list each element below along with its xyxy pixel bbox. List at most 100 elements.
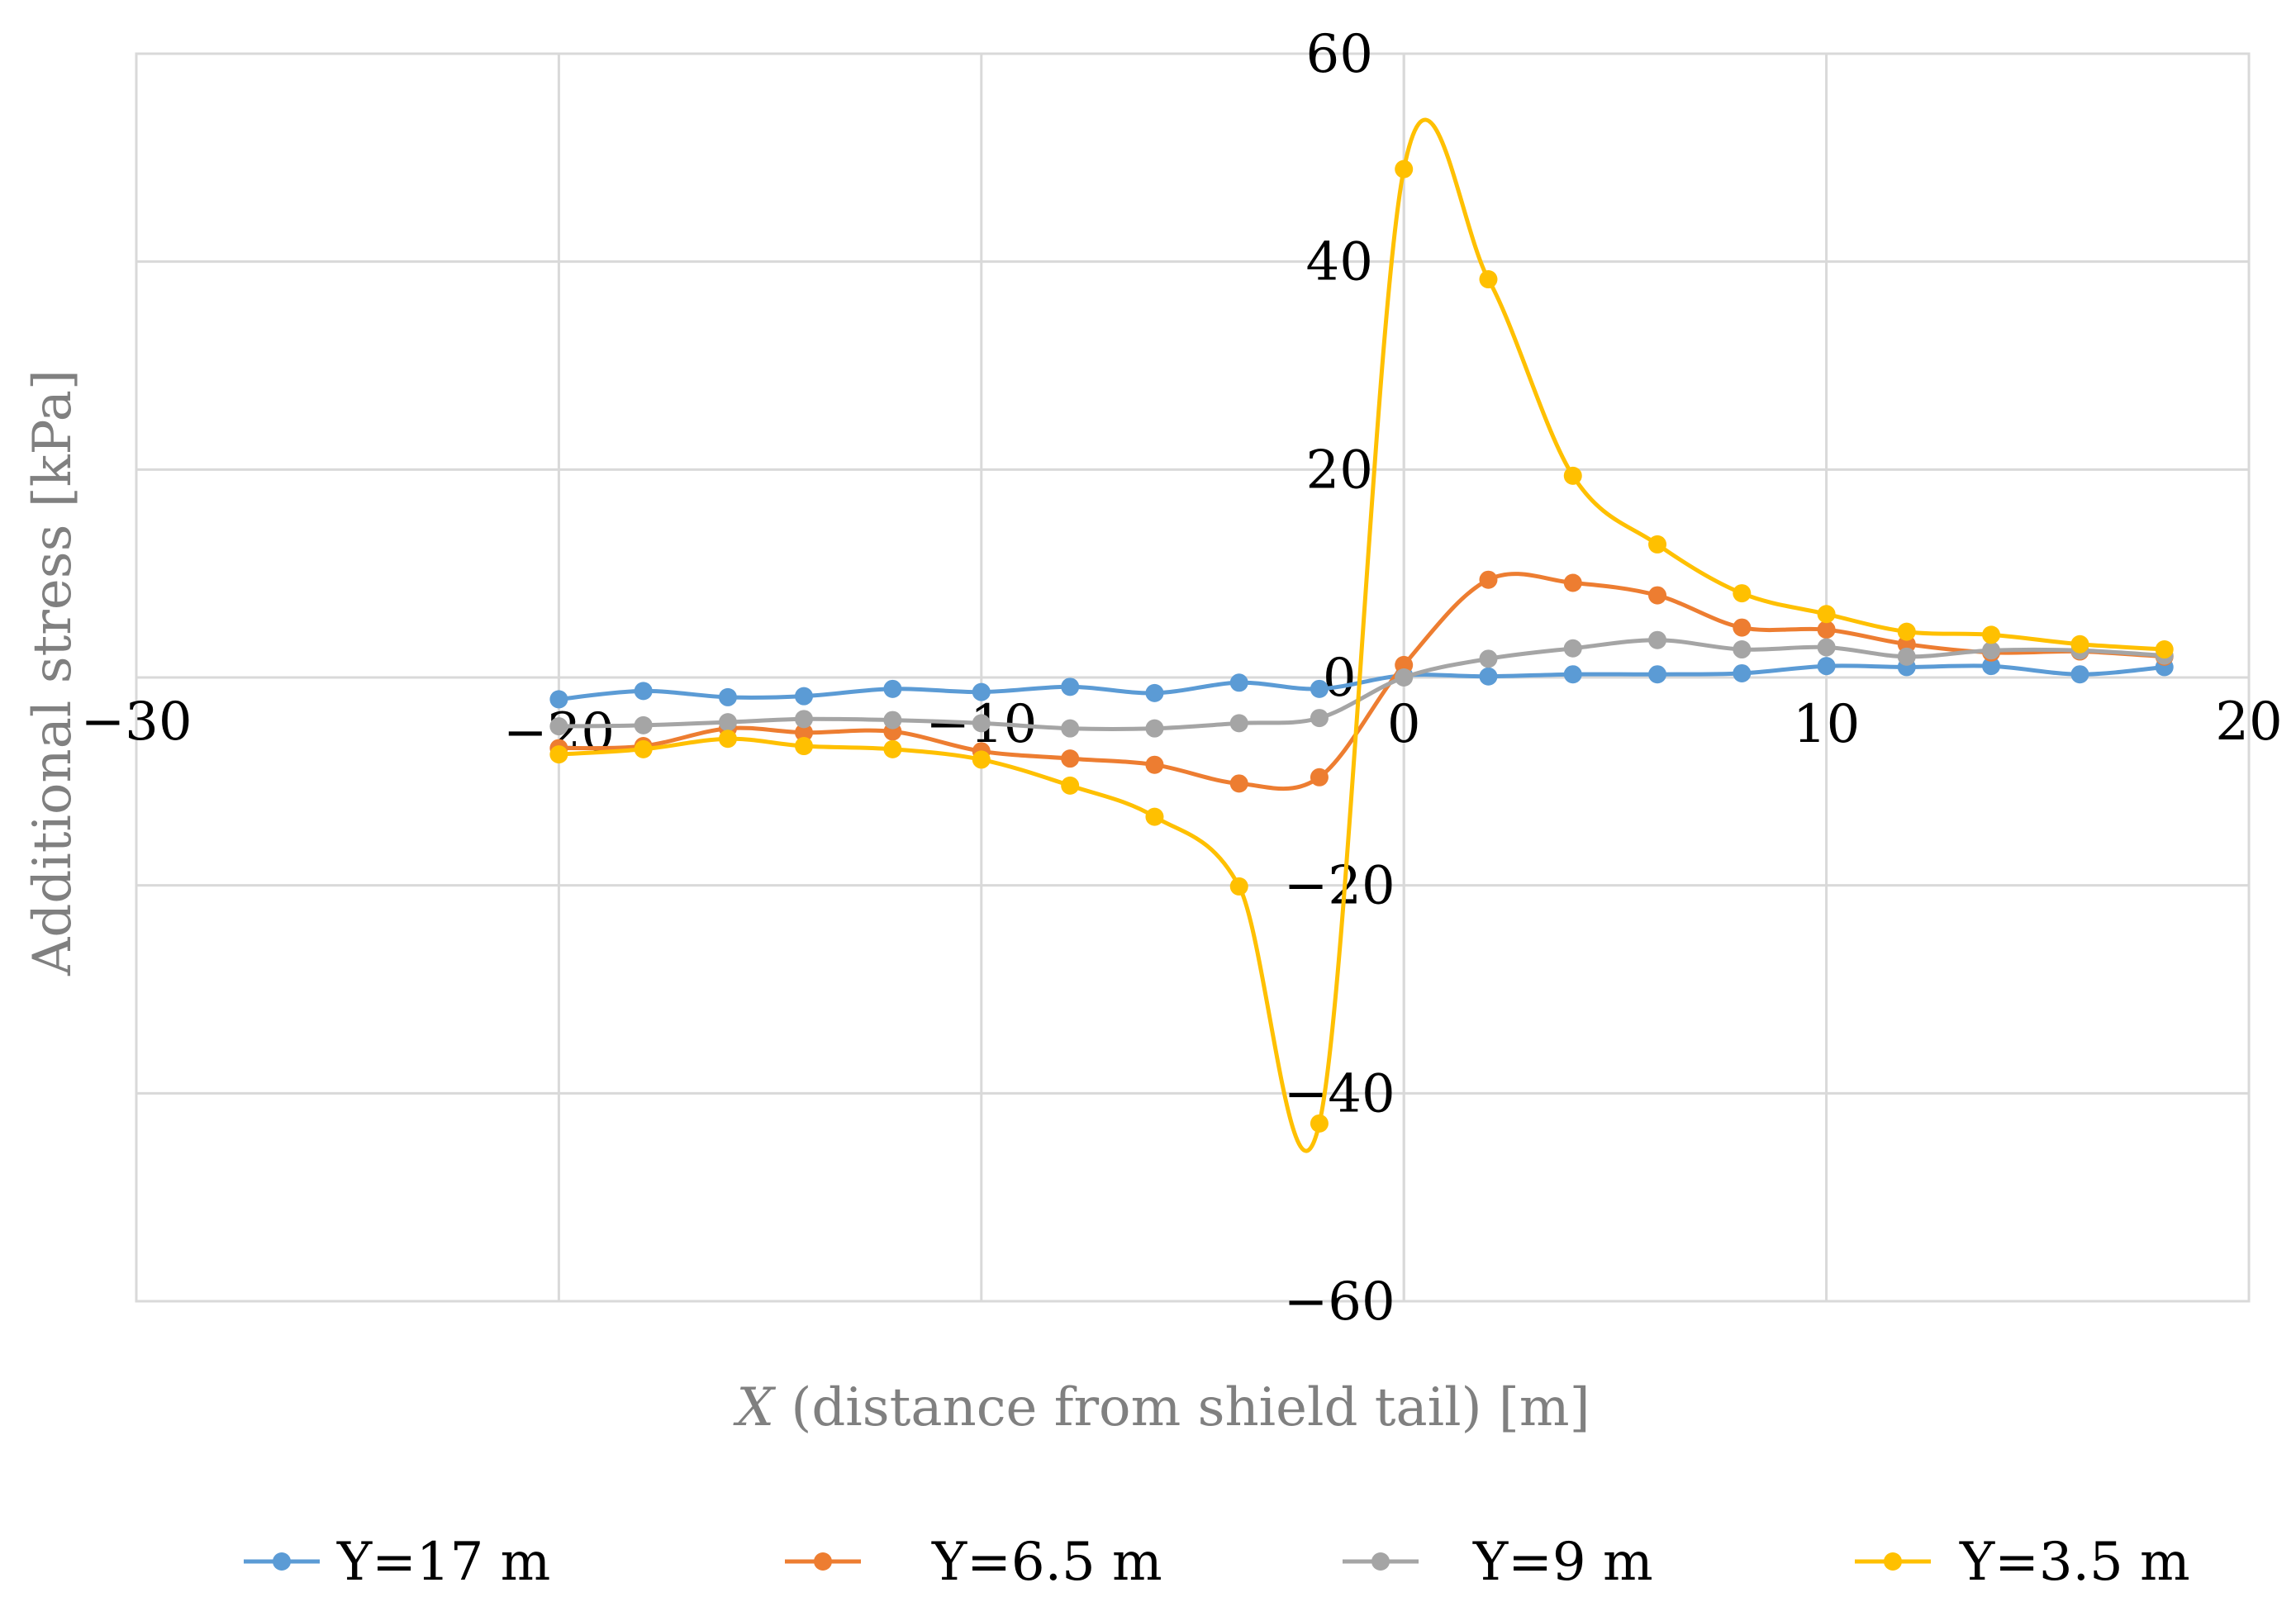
series-4 xyxy=(549,117,2174,1153)
data-point xyxy=(549,690,568,709)
y-axis-title: Additional stress [kPa] xyxy=(22,369,83,977)
data-point xyxy=(1648,630,1667,649)
data-point xyxy=(2155,640,2174,659)
data-point xyxy=(1982,625,2001,644)
x-tick-label: 20 xyxy=(2215,692,2282,753)
data-point xyxy=(1733,663,1752,682)
data-point xyxy=(1145,683,1164,702)
data-point xyxy=(2070,665,2089,684)
data-point xyxy=(1310,1114,1329,1133)
data-point xyxy=(1229,774,1248,793)
data-point xyxy=(1310,709,1329,728)
x-axis-title-rest: (distance from shield tail) [m] xyxy=(774,1377,1590,1438)
legend-label: Y=6.5 m xyxy=(931,1532,1162,1593)
data-point xyxy=(1733,618,1752,637)
x-tick-label: 0 xyxy=(1387,694,1421,755)
x-tick-label: 10 xyxy=(1793,694,1860,755)
data-point xyxy=(1817,605,1836,624)
legend-item: Y=6.5 m xyxy=(785,1532,1162,1593)
data-point xyxy=(972,682,991,701)
data-point xyxy=(1817,657,1836,676)
data-point xyxy=(1563,573,1582,592)
data-point xyxy=(795,710,814,729)
legend-item: Y=3.5 m xyxy=(1855,1532,2190,1593)
data-point xyxy=(1982,657,2001,676)
y-tick-label: −60 xyxy=(1284,1271,1395,1333)
data-point xyxy=(1648,665,1667,684)
data-point xyxy=(1061,749,1080,768)
axes-group xyxy=(136,54,2249,1301)
data-point xyxy=(1310,679,1329,698)
data-point xyxy=(1395,159,1414,178)
data-point xyxy=(1563,466,1582,485)
data-point xyxy=(1395,668,1414,687)
legend-swatch-marker xyxy=(1371,1552,1390,1571)
y-tick-label: 0 xyxy=(1323,648,1357,709)
data-point xyxy=(1733,584,1752,603)
data-point xyxy=(972,714,991,733)
data-point xyxy=(1648,586,1667,605)
data-point xyxy=(1479,667,1498,686)
data-point xyxy=(1229,877,1248,896)
data-point xyxy=(795,723,814,742)
data-point xyxy=(1479,570,1498,589)
data-point xyxy=(1061,719,1080,738)
series-3 xyxy=(549,630,2174,738)
data-point xyxy=(1229,673,1248,692)
data-point xyxy=(1061,677,1080,696)
x-tick-label: −30 xyxy=(80,692,192,753)
data-point xyxy=(1310,768,1329,787)
y-tick-label: −20 xyxy=(1284,856,1395,917)
legend: Y=17 m Y=6.5 m Y=9 m Y=3.5 m xyxy=(244,1532,2190,1593)
legend-swatch-marker xyxy=(814,1552,832,1571)
data-point xyxy=(1817,620,1836,639)
data-point xyxy=(1733,640,1752,659)
data-point xyxy=(718,730,737,749)
y-tick-label: 40 xyxy=(1305,232,1372,293)
x-axis-title-italic: X xyxy=(732,1377,776,1438)
legend-label: Y=3.5 m xyxy=(1959,1532,2190,1593)
data-point xyxy=(549,717,568,736)
data-point xyxy=(1145,807,1164,826)
legend-swatch-marker xyxy=(1884,1552,1902,1571)
data-point xyxy=(1897,622,1916,641)
data-point xyxy=(1395,655,1414,674)
data-point xyxy=(795,687,814,706)
data-point xyxy=(1479,270,1498,289)
data-point xyxy=(795,737,814,756)
data-point xyxy=(1897,647,1916,666)
legend-label: Y=9 m xyxy=(1472,1532,1653,1593)
series-line xyxy=(556,572,2167,791)
legend-swatch-marker xyxy=(273,1552,291,1571)
data-point xyxy=(1982,641,2001,660)
y-tick-label: −40 xyxy=(1284,1063,1395,1124)
data-point xyxy=(1061,776,1080,795)
legend-item: Y=17 m xyxy=(244,1532,550,1593)
data-point xyxy=(634,739,653,758)
data-point xyxy=(1897,635,1916,654)
data-point xyxy=(549,745,568,764)
data-point xyxy=(883,679,902,698)
series-group xyxy=(549,117,2174,1153)
data-point xyxy=(718,687,737,706)
data-point xyxy=(718,713,737,732)
data-point xyxy=(883,711,902,730)
legend-item: Y=9 m xyxy=(1343,1532,1653,1593)
y-tick-label: 60 xyxy=(1305,24,1372,85)
data-point xyxy=(1479,649,1498,668)
data-point xyxy=(1145,755,1164,774)
y-tick-label: 20 xyxy=(1305,440,1372,501)
data-point xyxy=(1563,665,1582,684)
data-point xyxy=(2070,635,2089,654)
x-axis-title: X (distance from shield tail) [m] xyxy=(732,1377,1590,1438)
data-point xyxy=(1563,639,1582,658)
data-point xyxy=(1145,719,1164,738)
data-point xyxy=(1648,535,1667,554)
data-point xyxy=(634,682,653,701)
data-point xyxy=(634,715,653,734)
data-point xyxy=(1817,638,1836,657)
data-point xyxy=(1229,714,1248,733)
data-point xyxy=(972,750,991,769)
